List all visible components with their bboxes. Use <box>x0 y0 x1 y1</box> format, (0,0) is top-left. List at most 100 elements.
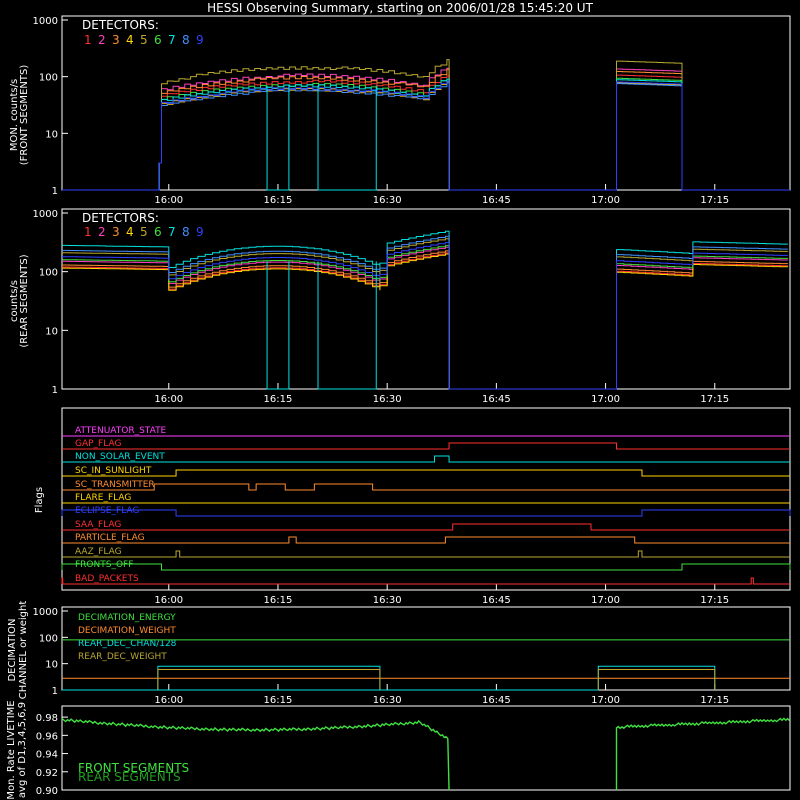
front-legend-title: DETECTORS: <box>82 18 159 32</box>
front-dropout-0 <box>266 85 290 191</box>
flag-line-3 <box>62 469 790 477</box>
decimation-label-3: REAR_DEC_WEIGHT <box>78 652 167 662</box>
time-tick-label: 16:30 <box>373 195 402 206</box>
decimation-ylabel-2: CHANNEL or weight <box>18 601 29 700</box>
time-tick-label: 16:00 <box>154 394 183 405</box>
rear-ytick-label: 10 <box>45 326 58 337</box>
dec-ytick-label: 1 <box>52 686 58 697</box>
decimation-label-1: DECIMATION_WEIGHT <box>78 626 176 636</box>
rear-legend-title: DETECTORS: <box>82 211 159 225</box>
livetime-panel: Mon. Rate LIVETIME avg of D1,3,4,5,6,9 0… <box>6 700 790 800</box>
flag-line-4 <box>62 483 790 491</box>
flag-label-8: PARTICLE_FLAG <box>75 533 145 543</box>
live-frame <box>61 705 791 791</box>
livetime-ylabel-1: Mon. Rate LIVETIME <box>6 700 17 799</box>
front-ytick-label: 10 <box>45 129 58 140</box>
decimation-label-2: REAR_DEC_CHAN/128 <box>78 639 177 649</box>
flag-line-10 <box>61 563 791 571</box>
livetime-legend-1: REAR SEGMENTS <box>78 770 181 784</box>
detector-4-legend: 4 <box>126 33 134 47</box>
rear-dec-weight-step-0 <box>157 669 381 690</box>
flags-ylabel: Flags <box>34 487 45 513</box>
flag-label-11: BAD_PACKETS <box>75 574 139 584</box>
detector-2-legend: 2 <box>98 225 106 239</box>
detector-6-legend: 6 <box>154 33 162 47</box>
figure-title: HESSI Observing Summary, starting on 200… <box>207 1 593 15</box>
dec-ytick-label: 10 <box>45 660 58 671</box>
time-tick-label: 16:15 <box>264 595 293 606</box>
flag-line-8 <box>62 536 790 544</box>
rear-dropout-0 <box>266 261 290 390</box>
flag-label-6: ECLIPSE_FLAG <box>75 506 139 516</box>
flags-panel: Flags ATTENUATOR_STATE GAP_FLAG NON_SOLAR_… <box>34 426 791 585</box>
rear-ylabel-2: (REAR SEGMENTS) <box>19 254 30 347</box>
time-tick-label: 16:15 <box>264 195 293 206</box>
flag-label-5: FLARE_FLAG <box>75 493 131 503</box>
live-ytick-label: 0.94 <box>36 750 58 761</box>
live-ytick-label: 0.92 <box>36 768 58 779</box>
flag-line-9 <box>62 550 790 558</box>
flag-label-4: SC_TRANSMITTER <box>75 480 155 490</box>
flag-label-1: GAP_FLAG <box>75 439 121 449</box>
time-tick-label: 17:00 <box>591 394 620 405</box>
decimation-ylabel-1: DECIMATION <box>7 618 18 681</box>
detector-1-legend: 1 <box>84 225 92 239</box>
decimation-panel: DECIMATION CHANNEL or weight 1 10 100 1000 D… <box>7 601 790 700</box>
dec-ytick-label: 100 <box>39 633 58 644</box>
decimation-label-0: DECIMATION_ENERGY <box>78 613 176 623</box>
time-tick-label: 17:00 <box>591 195 620 206</box>
front-ylabel-1: MON. counts/s <box>9 79 20 151</box>
time-tick-label: 17:15 <box>700 595 729 606</box>
rear-ytick-label: 1 <box>52 385 58 396</box>
livetime-front-line-2 <box>615 717 790 791</box>
livetime-legend-0: FRONT SEGMENTS <box>78 761 189 775</box>
front-frame <box>61 15 791 191</box>
detector-3-legend: 3 <box>112 33 120 47</box>
flag-label-2: NON_SOLAR_EVENT <box>75 452 165 462</box>
live-ytick-label: 0.96 <box>36 731 58 742</box>
rear-ytick-label: 100 <box>39 268 58 279</box>
flags-frame <box>61 407 791 591</box>
time-tick-label: 16:45 <box>482 394 511 405</box>
flag-line-7 <box>62 523 790 531</box>
rear-ytick-label: 1000 <box>33 209 58 220</box>
flag-line-6 <box>61 509 791 517</box>
time-tick-label: 16:15 <box>264 394 293 405</box>
live-ytick-label: 0.90 <box>36 786 58 797</box>
time-tick-label: 16:00 <box>154 695 183 706</box>
front-detector-2-line <box>62 67 790 191</box>
flag-line-1 <box>62 442 790 450</box>
time-tick-label: 17:15 <box>700 195 729 206</box>
rear-dropout-1 <box>317 261 377 390</box>
front-ytick-label: 1 <box>52 186 58 197</box>
time-tick-label: 16:00 <box>154 195 183 206</box>
detector-8-legend: 8 <box>182 225 190 239</box>
detector-4-legend: 4 <box>126 225 134 239</box>
panel-frames: 16:00 16:15 16:30 16:45 17:00 17:15 16:00 16:15… <box>61 15 791 791</box>
detector-9-legend: 9 <box>196 33 204 47</box>
detector-2-legend: 2 <box>98 33 106 47</box>
front-ytick-label: 100 <box>39 73 58 84</box>
front-ylabel-2: (FRONT SEGMENTS) <box>19 65 30 166</box>
time-tick-label: 16:45 <box>482 595 511 606</box>
flag-label-9: AAZ_FLAG <box>75 547 122 557</box>
rear-detector-4-line <box>62 253 789 390</box>
dec-ytick-label: 1000 <box>33 607 58 618</box>
time-tick-label: 16:45 <box>482 195 511 206</box>
rear-ylabel-1: counts/s <box>9 280 20 322</box>
front-detector-5-line <box>62 59 790 191</box>
time-tick-label: 17:15 <box>700 394 729 405</box>
time-tick-label: 16:00 <box>154 595 183 606</box>
time-tick-label: 17:00 <box>591 595 620 606</box>
detector-9-legend: 9 <box>196 225 204 239</box>
front-ytick-label: 1000 <box>33 16 58 27</box>
detector-5-legend: 5 <box>140 225 148 239</box>
flag-label-7: SAA_FLAG <box>75 520 121 530</box>
live-ytick-label: 0.98 <box>36 713 58 724</box>
time-tick-label: 16:45 <box>482 695 511 706</box>
rear-frame <box>61 208 791 390</box>
